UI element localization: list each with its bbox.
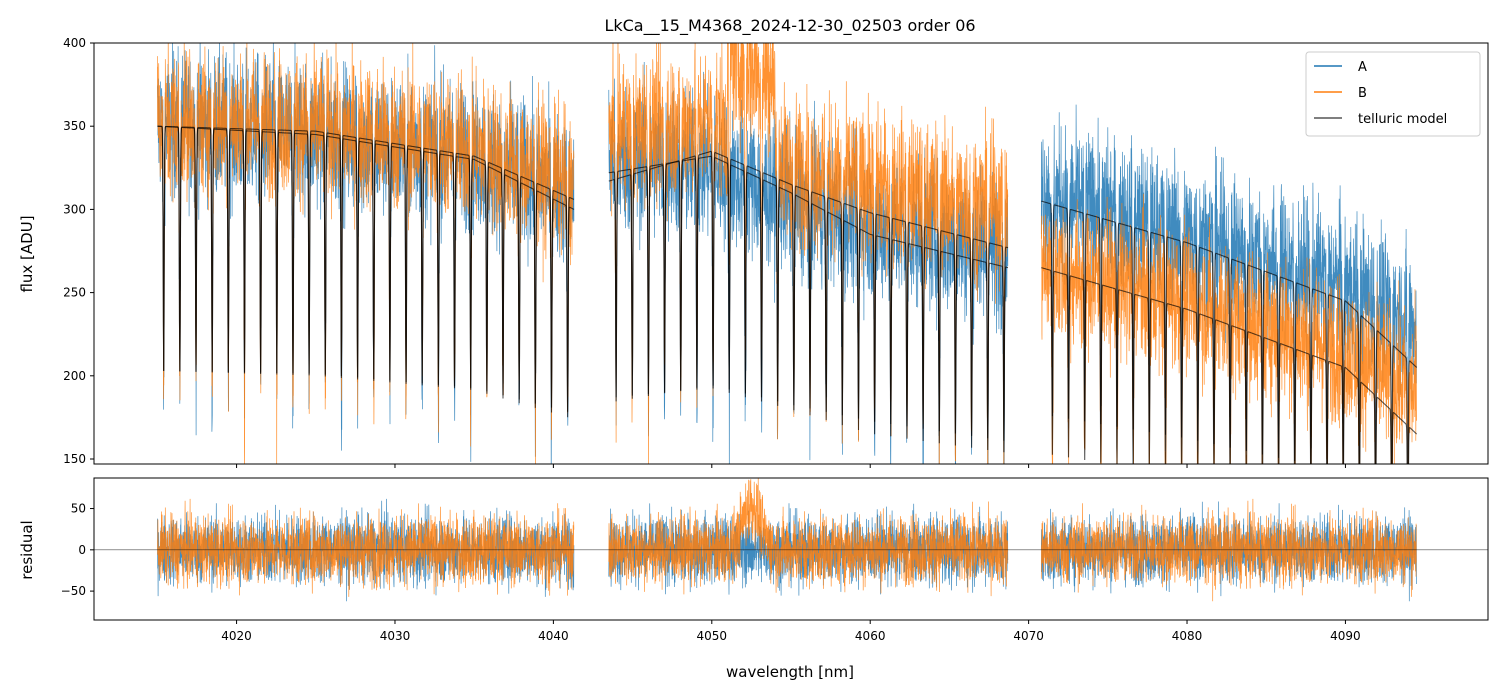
residual-x-tick-label: 4070 [1013,629,1044,643]
residual-x-tick-label: 4080 [1172,629,1203,643]
flux-plot-area [157,43,1418,464]
residual-y-axis-label: residual [18,520,36,579]
flux-y-axis-label: flux [ADU] [18,215,36,292]
flux-y-tick-label: 350 [63,119,86,133]
flux-x-ticks [236,464,1346,468]
flux-y-tick-label: 200 [63,369,86,383]
flux-trace-b-segment-1 [157,43,575,464]
residual-y-tick-label: 50 [71,502,86,516]
x-axis-label: wavelength [nm] [726,663,854,681]
telluric-model-b-segment-2 [608,155,1008,453]
flux-y-tick-label: 150 [63,452,86,466]
residual-x-tick-label: 4050 [697,629,728,643]
residual-x-tick-label: 4030 [380,629,411,643]
residual-x-tick-label: 4020 [221,629,252,643]
legend: A B telluric model [1305,51,1481,137]
flux-y-tick-label: 300 [63,202,86,216]
residual-x-tick-label: 4090 [1330,629,1361,643]
flux-y-tick-label: 250 [63,286,86,300]
legend-box [1305,51,1481,137]
residual-x-tick-label: 4040 [538,629,569,643]
legend-label-b: B [1358,86,1367,101]
residual-trace-b-segment-3 [1040,498,1417,602]
residual-x-tick-label: 4060 [855,629,886,643]
flux-axes-frame [93,42,1489,465]
telluric-model-a-segment-3 [1041,200,1418,464]
flux-y-ticks: 150 200 250 300 350 400 [63,36,94,466]
legend-label-a: A [1358,60,1367,75]
residual-y-tick-label: −50 [61,584,86,598]
residual-trace-b-segment-1 [157,498,575,597]
flux-y-tick-label: 400 [63,36,86,50]
residual-y-tick-label: 0 [78,543,86,557]
residual-plot-area [94,478,1488,602]
legend-label-telluric: telluric model [1358,112,1447,127]
chart-title: LkCa__15_M4368_2024-12-30_02503 order 06 [604,16,975,36]
residual-trace-b-segment-2 [608,478,1009,597]
residual-axes-frame [93,477,1489,621]
residual-y-ticks: −50 0 50 [61,502,94,598]
residual-x-ticks: 4020 4030 4040 4050 4060 4070 4080 4090 [221,620,1361,643]
flux-trace-b-segment-2 [608,43,1009,464]
telluric-model-b-segment-3 [1041,267,1418,464]
telluric-model-b-segment-1 [157,125,575,412]
